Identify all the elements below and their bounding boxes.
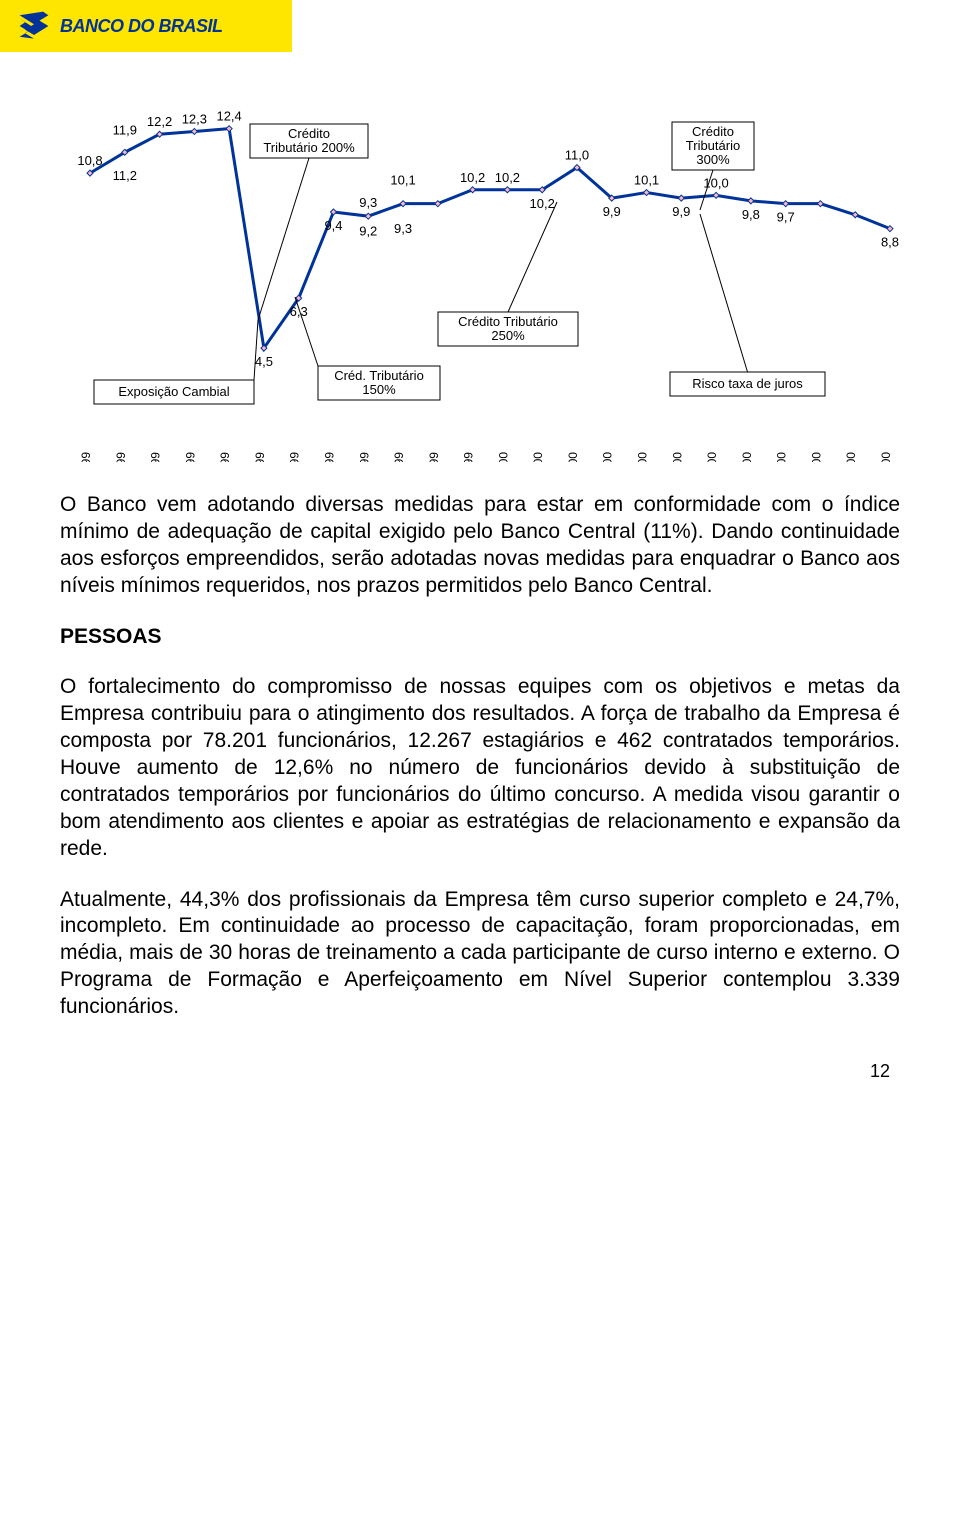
svg-text:fev/00: fev/00 [531, 452, 545, 462]
svg-text:8,8: 8,8 [881, 235, 899, 250]
svg-text:jun/00: jun/00 [670, 452, 684, 462]
svg-text:12,2: 12,2 [147, 114, 172, 129]
svg-text:12,4: 12,4 [216, 109, 241, 124]
svg-text:11,0: 11,0 [565, 148, 589, 163]
svg-text:mar/99: mar/99 [149, 452, 163, 462]
svg-text:10,2: 10,2 [460, 170, 485, 185]
svg-text:9,3: 9,3 [359, 195, 377, 210]
svg-text:ago/99: ago/99 [322, 452, 336, 462]
svg-text:jul/99: jul/99 [288, 452, 302, 462]
svg-text:10,8: 10,8 [77, 153, 102, 168]
svg-text:abr/99: abr/99 [183, 452, 197, 462]
svg-text:nov/99: nov/99 [427, 452, 441, 462]
svg-text:mar/00: mar/00 [566, 452, 580, 462]
svg-text:mai/99: mai/99 [218, 452, 232, 462]
svg-text:150%: 150% [362, 382, 396, 397]
svg-text:Créd. Tributário: Créd. Tributário [334, 368, 424, 383]
svg-text:dez/99: dez/99 [462, 452, 476, 462]
basel-chart: 10,8 11,9 12,2 12,3 12,4 9,3 10,1 10,2 10,2 11,0 1… [60, 102, 900, 462]
document-body: O Banco vem adotando diversas medidas pa… [60, 492, 900, 1021]
paragraph-2: O fortalecimento do compromisso de nossa… [60, 674, 900, 862]
svg-text:11,2: 11,2 [113, 168, 137, 183]
svg-text:ago/00: ago/00 [740, 452, 754, 462]
svg-text:9,9: 9,9 [672, 204, 690, 219]
svg-text:4,5: 4,5 [255, 354, 273, 369]
svg-text:9,4: 9,4 [324, 218, 342, 233]
svg-text:10,2: 10,2 [495, 170, 520, 185]
svg-text:Crédito Tributário: Crédito Tributário [458, 314, 558, 329]
svg-text:Crédito: Crédito [692, 124, 734, 139]
svg-text:300%: 300% [696, 152, 730, 167]
svg-text:set/00: set/00 [775, 452, 789, 462]
svg-text:9,3: 9,3 [394, 221, 412, 236]
svg-text:11,9: 11,9 [113, 123, 137, 138]
bb-logo-icon [16, 8, 52, 44]
svg-text:12,3: 12,3 [182, 111, 207, 126]
svg-text:out/00: out/00 [809, 452, 823, 462]
svg-text:Tributário: Tributário [686, 138, 740, 153]
svg-text:mai/00: mai/00 [636, 452, 650, 462]
svg-text:jan/99: jan/99 [79, 452, 93, 462]
svg-text:10,1: 10,1 [634, 173, 659, 188]
svg-text:Exposição Cambial: Exposição Cambial [118, 384, 229, 399]
svg-text:abr/00: abr/00 [601, 452, 615, 462]
svg-text:9,2: 9,2 [359, 224, 377, 239]
svg-text:250%: 250% [491, 328, 525, 343]
paragraph-1: O Banco vem adotando diversas medidas pa… [60, 492, 900, 600]
section-heading-pessoas: PESSOAS [60, 624, 900, 651]
svg-text:6,3: 6,3 [290, 304, 308, 319]
svg-text:10,1: 10,1 [390, 173, 415, 188]
svg-text:set/99: set/99 [357, 452, 371, 462]
svg-text:Tributário 200%: Tributário 200% [263, 140, 355, 155]
svg-text:out/99: out/99 [392, 452, 406, 462]
svg-text:Risco taxa de juros: Risco taxa de juros [692, 376, 803, 391]
svg-text:jul/00: jul/00 [705, 452, 719, 462]
paragraph-3: Atualmente, 44,3% dos profissionais da E… [60, 887, 900, 1021]
page-number: 12 [60, 1061, 900, 1082]
svg-text:9,8: 9,8 [742, 207, 760, 222]
svg-text:fev/99: fev/99 [114, 452, 128, 462]
svg-text:10,2: 10,2 [530, 196, 555, 211]
svg-text:jun/99: jun/99 [253, 452, 267, 462]
brand-header: BANCO DO BRASIL [0, 0, 292, 52]
svg-text:9,9: 9,9 [603, 204, 621, 219]
page-body: 10,8 11,9 12,2 12,3 12,4 9,3 10,1 10,2 10,2 11,0 1… [0, 52, 960, 1122]
svg-text:nov/00: nov/00 [844, 452, 858, 462]
svg-text:dez/00: dez/00 [879, 452, 893, 462]
brand-name: BANCO DO BRASIL [60, 16, 223, 37]
svg-text:jan/00: jan/00 [496, 452, 510, 462]
svg-text:Crédito: Crédito [288, 126, 330, 141]
svg-text:9,7: 9,7 [777, 210, 795, 225]
